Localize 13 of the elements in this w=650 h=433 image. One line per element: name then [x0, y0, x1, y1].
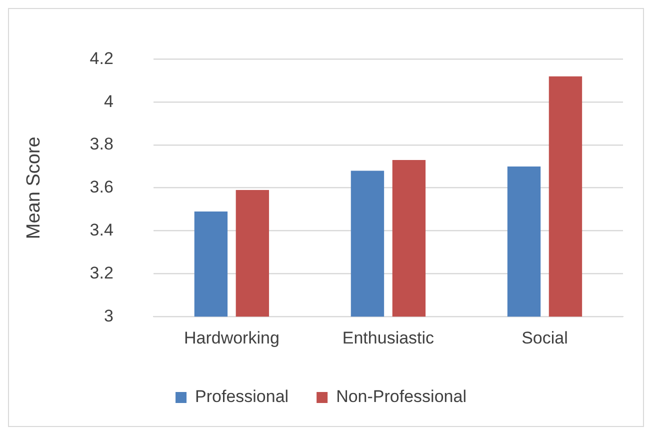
legend-label: Professional [195, 387, 289, 406]
x-tick-label: Hardworking [184, 328, 280, 348]
y-tick-label: 3.4 [90, 220, 114, 240]
x-tick-label: Social [522, 328, 568, 348]
y-tick-label: 3.8 [90, 134, 114, 154]
y-tick-label: 4 [104, 92, 114, 111]
x-tick-label: Enthusiastic [342, 328, 435, 348]
y-tick-label: 3.2 [90, 263, 114, 282]
y-axis-title: Mean Score [24, 136, 45, 240]
legend-label: Non-Professional [336, 387, 466, 406]
y-tick-label: 3.6 [90, 178, 114, 197]
y-tick-label: 3 [104, 306, 114, 326]
y-tick-label: 4.2 [90, 48, 114, 68]
